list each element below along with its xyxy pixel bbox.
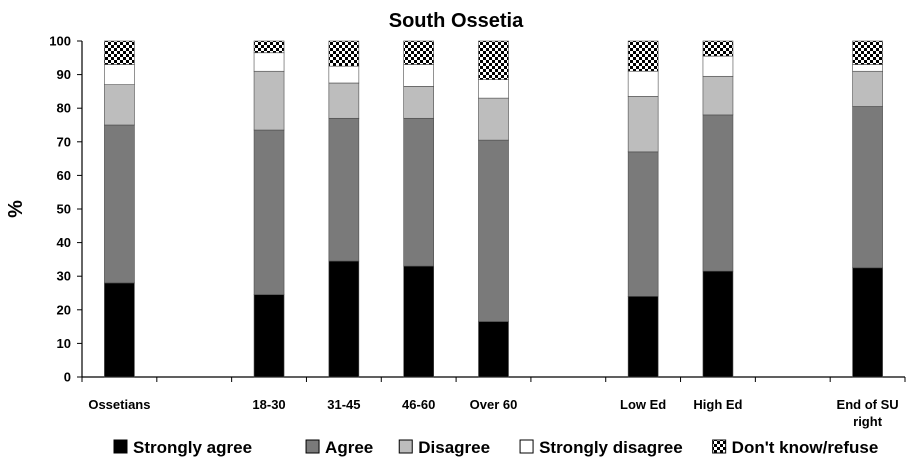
bar-segment — [403, 265, 434, 378]
y-tick-label: 40 — [57, 235, 71, 250]
bar-segment — [104, 124, 135, 284]
bar-segment — [852, 106, 883, 269]
y-axis-label: % — [5, 200, 27, 218]
bar-segment — [104, 282, 135, 378]
bar-segment — [328, 260, 360, 378]
bar-segment — [403, 117, 434, 267]
bar-segment — [702, 40, 734, 57]
legend-label: Agree — [325, 438, 373, 457]
bar-segment — [627, 296, 659, 378]
bar-segment — [328, 117, 360, 262]
bar-segment — [478, 79, 509, 99]
bar-segment — [104, 84, 135, 126]
legend-label: Strongly agree — [133, 438, 252, 457]
x-tick-label: Ossetians — [88, 397, 150, 412]
x-tick-label: Low Ed — [620, 397, 666, 412]
bar-segment — [104, 40, 135, 65]
bar-segment — [478, 40, 509, 80]
x-tick-label: End of SU right — [837, 397, 899, 429]
bar-segment — [403, 64, 434, 87]
y-tick-label: 10 — [57, 336, 71, 351]
bar-segment — [852, 267, 883, 378]
bar-segment — [852, 64, 883, 72]
y-tick-label: 20 — [57, 302, 71, 317]
x-tick-label: High Ed — [693, 397, 742, 412]
bar-segment — [852, 40, 883, 65]
x-tick-label: 46-60 — [402, 397, 435, 412]
bar-segment — [253, 70, 285, 131]
bar-segment — [403, 86, 434, 119]
bar-segment — [627, 40, 659, 72]
bar-segment — [852, 70, 883, 107]
legend-swatch — [398, 439, 413, 454]
bar-segment — [627, 96, 659, 153]
legend: Strongly agree Agree Disagree Strongly disa… — [113, 438, 879, 457]
legend-swatch — [113, 439, 128, 454]
legend-label: Don't know/refuse — [732, 438, 879, 457]
bar-segment — [253, 40, 285, 54]
y-tick-label: 50 — [57, 202, 71, 217]
y-tick-label: 80 — [57, 101, 71, 116]
legend-swatch — [712, 439, 727, 454]
bar-segment — [403, 40, 434, 65]
bar-segment — [253, 294, 285, 378]
legend-swatch — [305, 439, 320, 454]
y-tick-label: 90 — [57, 67, 71, 82]
x-tick-label: 18-30 — [252, 397, 285, 412]
legend-swatch — [519, 439, 534, 454]
bar-segment — [104, 64, 135, 85]
legend-label: Strongly disagree — [539, 438, 683, 457]
bar-segment — [478, 97, 509, 141]
y-tick-label: 30 — [57, 269, 71, 284]
bar-segment — [627, 70, 659, 97]
bar-segment — [253, 129, 285, 295]
y-tick-label: 70 — [57, 134, 71, 149]
x-tick-label: Over 60 — [470, 397, 518, 412]
x-tick-label: 31-45 — [327, 397, 360, 412]
bar-segment — [702, 55, 734, 77]
bar-segment — [478, 139, 509, 322]
chart-title: South Ossetia — [389, 10, 524, 32]
y-tick-label: 100 — [49, 34, 71, 49]
plot-area: 0 10 20 30 40 50 60 70 80 90 100 Ossetians 18-30 31-4… — [49, 34, 906, 429]
bar-segment — [253, 52, 285, 72]
bar-segment — [478, 321, 509, 378]
bar-segment — [328, 82, 360, 119]
bar-segment — [627, 151, 659, 297]
y-tick-label: 60 — [57, 168, 71, 183]
bar-segment — [328, 40, 360, 67]
legend-label: Disagree — [418, 438, 490, 457]
bar-segment — [702, 114, 734, 272]
bar-segment — [702, 75, 734, 116]
y-tick-label: 0 — [64, 370, 71, 385]
bar-segment — [702, 270, 734, 378]
bar-segment — [328, 65, 360, 84]
